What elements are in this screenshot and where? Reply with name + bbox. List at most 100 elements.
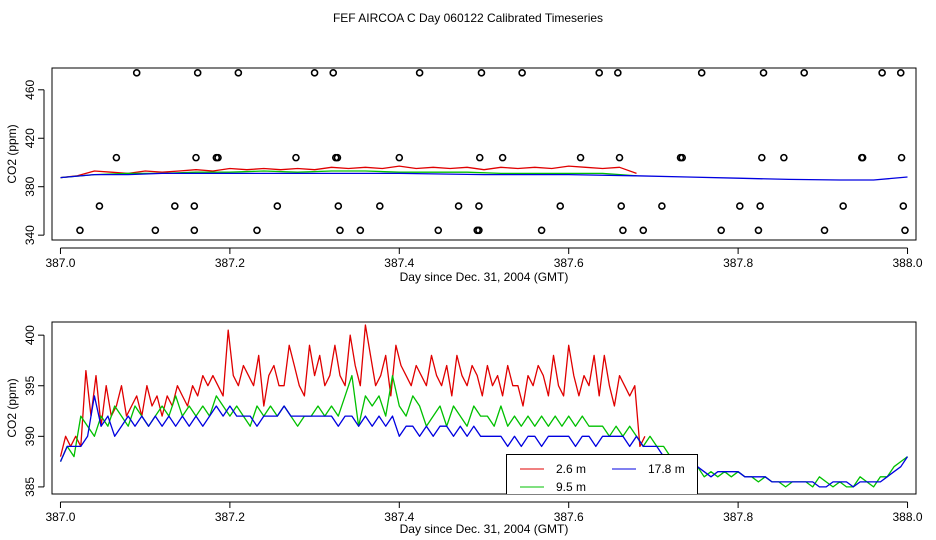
flask-point bbox=[192, 153, 200, 162]
flask-point bbox=[234, 69, 243, 77]
panel-top: 387.0 387.2 387.4 387.6 387.8 388.0 340 380 420… bbox=[5, 67, 923, 284]
y-tick-label: 385 bbox=[23, 477, 37, 497]
x-tick-label: 387.0 bbox=[45, 256, 75, 270]
flask-point bbox=[171, 202, 179, 210]
flask-point bbox=[376, 202, 384, 210]
flask-point bbox=[617, 202, 626, 210]
flask-point bbox=[759, 69, 768, 77]
legend-label-2-6m: 2.6 m bbox=[556, 462, 586, 476]
flask-point bbox=[736, 202, 744, 210]
flask-point bbox=[253, 226, 261, 235]
flask-point bbox=[758, 153, 766, 162]
flask-point bbox=[615, 153, 624, 162]
x-tick-label: 387.2 bbox=[215, 510, 245, 524]
flask-point bbox=[475, 226, 483, 235]
legend-label-9-5m: 9.5 m bbox=[556, 480, 586, 494]
flask-point bbox=[395, 153, 404, 162]
flask-point bbox=[132, 69, 141, 77]
x-tick-label: 388.0 bbox=[893, 510, 923, 524]
flask-point bbox=[76, 226, 84, 235]
flask-point bbox=[901, 226, 909, 235]
flask-point bbox=[477, 69, 486, 77]
flask-point bbox=[329, 69, 338, 77]
flask-point bbox=[310, 69, 319, 77]
flask-point bbox=[576, 153, 585, 162]
flask-point bbox=[899, 202, 908, 210]
flask-point bbox=[193, 69, 202, 77]
flask-point bbox=[190, 202, 199, 210]
flask-point bbox=[658, 202, 666, 210]
flask-point bbox=[537, 226, 546, 235]
flask-point bbox=[95, 202, 104, 210]
top-series-group bbox=[60, 165, 908, 181]
y-tick-label: 460 bbox=[23, 79, 37, 99]
plot-frame-top bbox=[51, 67, 917, 241]
x-tick-label: 387.2 bbox=[215, 256, 245, 270]
series-line-2-6-m bbox=[60, 165, 637, 179]
panel-bottom: 387.0 387.2 387.4 387.6 387.8 388.0 385 390 395… bbox=[5, 321, 923, 536]
y-tick-label: 395 bbox=[23, 375, 37, 395]
x-tick-label: 387.8 bbox=[723, 256, 753, 270]
flask-point bbox=[356, 226, 365, 235]
flask-point bbox=[717, 226, 725, 235]
flask-point bbox=[454, 202, 463, 210]
flask-point bbox=[858, 153, 867, 162]
flask-point bbox=[896, 69, 905, 77]
series-line-2-6-m bbox=[59, 324, 646, 457]
plot-frame-bottom bbox=[51, 321, 917, 495]
flask-point bbox=[214, 153, 222, 162]
flask-point bbox=[556, 202, 565, 210]
top-x-axis: 387.0 387.2 387.4 387.6 387.8 388.0 bbox=[45, 247, 923, 270]
x-tick-label: 387.6 bbox=[554, 510, 584, 524]
y-tick-label: 340 bbox=[23, 225, 37, 245]
flask-point bbox=[614, 69, 622, 77]
series-line-17-8-m bbox=[59, 395, 909, 488]
bottom-x-axis-label: Day since Dec. 31, 2004 (GMT) bbox=[400, 522, 569, 536]
flask-point bbox=[678, 153, 687, 162]
flask-point bbox=[151, 226, 160, 235]
flask-point bbox=[475, 202, 483, 210]
flask-point bbox=[190, 226, 199, 235]
y-tick-label: 400 bbox=[23, 325, 37, 345]
flask-point bbox=[333, 153, 342, 162]
y-tick-label: 420 bbox=[23, 128, 37, 148]
flask-point bbox=[498, 153, 507, 162]
x-tick-label: 387.4 bbox=[384, 256, 414, 270]
flask-point bbox=[518, 69, 526, 77]
bottom-y-axis: 385 390 395 400 bbox=[23, 325, 45, 497]
top-y-axis: 340 380 420 460 bbox=[23, 79, 45, 245]
top-flask-points bbox=[76, 69, 909, 235]
flask-point bbox=[334, 202, 343, 210]
y-tick-label: 390 bbox=[23, 426, 37, 446]
flask-point bbox=[639, 226, 648, 235]
flask-point bbox=[273, 202, 282, 210]
flask-point bbox=[820, 226, 829, 235]
flask-point bbox=[839, 202, 847, 210]
series-line-9-5-m bbox=[59, 374, 908, 488]
top-x-axis-label: Day since Dec. 31, 2004 (GMT) bbox=[400, 270, 569, 284]
flask-point bbox=[595, 69, 604, 77]
bottom-series-group bbox=[59, 324, 909, 488]
x-tick-label: 387.8 bbox=[723, 510, 753, 524]
legend-label-17-8m: 17.8 m bbox=[648, 462, 685, 476]
x-tick-label: 387.0 bbox=[45, 510, 75, 524]
flask-point bbox=[112, 153, 121, 162]
flask-point bbox=[754, 226, 763, 235]
y-tick-label: 380 bbox=[23, 176, 37, 196]
flask-point bbox=[415, 69, 424, 77]
flask-point bbox=[697, 69, 706, 77]
series-line-17-8-m bbox=[60, 172, 908, 181]
flask-point bbox=[434, 226, 443, 235]
figure-title: FEF AIRCOA C Day 060122 Calibrated Times… bbox=[333, 11, 603, 25]
flask-point bbox=[800, 69, 808, 77]
flask-point bbox=[756, 202, 764, 210]
bottom-y-axis-label: CO2 (ppm) bbox=[5, 378, 19, 437]
flask-point bbox=[878, 69, 886, 77]
flask-point bbox=[897, 153, 906, 162]
x-tick-label: 387.4 bbox=[384, 510, 414, 524]
x-tick-label: 387.6 bbox=[554, 256, 584, 270]
x-tick-label: 388.0 bbox=[893, 256, 923, 270]
flask-point bbox=[780, 153, 788, 162]
flask-point bbox=[619, 226, 627, 235]
